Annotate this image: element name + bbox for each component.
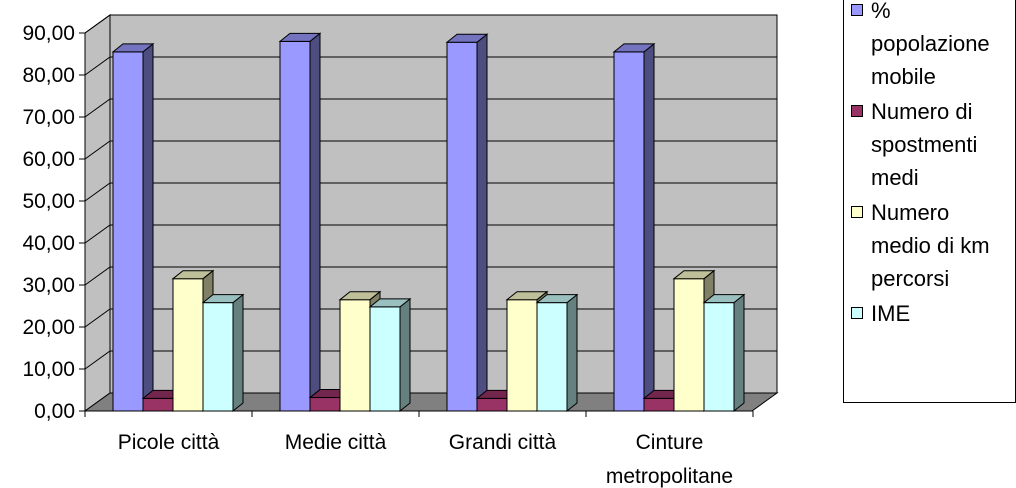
y-tick-label: 80,00 (22, 64, 75, 87)
x-category-label: Picole città (118, 431, 220, 454)
bar-top (535, 294, 579, 304)
legend-label-line: popolazione (871, 31, 990, 56)
y-tick-label: 30,00 (22, 274, 75, 297)
legend-swatch (851, 105, 863, 117)
gridline (84, 140, 777, 160)
legend-swatch (851, 307, 863, 319)
bar-front (673, 278, 705, 412)
y-tick-label: 40,00 (22, 232, 75, 255)
x-category-label: Medie città (285, 431, 387, 454)
bar-top (171, 270, 215, 280)
y-tick-label: 10,00 (22, 358, 75, 381)
y-tick-label: 70,00 (22, 106, 75, 129)
gridline (84, 56, 777, 76)
bar (368, 297, 412, 413)
x-category-labels: Picole città Medie città Grandi città Cintu… (118, 431, 733, 488)
gridline (84, 266, 777, 286)
bar-side (142, 42, 154, 413)
legend-item-spostamenti: Numero di spostmenti medi (844, 95, 1015, 194)
gridline (84, 182, 777, 202)
bar-top (368, 298, 412, 308)
bar (278, 32, 322, 413)
bar-front (446, 41, 478, 412)
bar-side (399, 297, 411, 413)
gridline (84, 14, 777, 34)
plot-side-wall (84, 14, 111, 412)
legend-item-ime: IME (844, 297, 1015, 330)
bar-front (279, 40, 311, 412)
gridline (84, 98, 777, 118)
bar (201, 293, 245, 413)
bar-front (643, 397, 675, 412)
bar-top (278, 32, 322, 42)
bars (111, 32, 746, 413)
legend-label-line: spostmenti (871, 132, 978, 157)
y-tick-label: 60,00 (22, 148, 75, 171)
y-tick-label: 90,00 (22, 22, 75, 45)
x-category-label: Grandi città (449, 431, 557, 454)
x-category-label: metropolitane (606, 465, 733, 488)
bar-top (505, 291, 549, 301)
bar-top (445, 33, 489, 43)
legend-item-popolazione: % popolazione mobile (844, 0, 1015, 93)
x-category-label: Cinture (636, 431, 704, 454)
legend-label-line: IME (871, 301, 911, 326)
bar-top (612, 43, 656, 53)
bar-side (733, 293, 745, 413)
bar-front (202, 302, 234, 412)
legend-label-line: medio di km (871, 233, 990, 258)
y-tick-label: 20,00 (22, 316, 75, 339)
bar (702, 293, 746, 413)
gridlines (84, 14, 777, 370)
bar-front (172, 278, 204, 412)
bar (535, 293, 579, 413)
legend-swatch (851, 206, 863, 218)
legend-label-line: mobile (871, 64, 936, 89)
bar-front (476, 397, 508, 412)
bar-front (536, 302, 568, 412)
bar-side (232, 293, 244, 413)
bar-front (369, 306, 401, 412)
gridline (84, 224, 777, 244)
legend-label-line: percorsi (871, 266, 950, 291)
bar-front (703, 302, 735, 412)
legend-item-km: Numero medio di km percorsi (844, 196, 1015, 295)
legend-label-line: medi (871, 165, 919, 190)
bar-top (702, 294, 746, 304)
bar-front (142, 397, 174, 412)
y-tick-label: 0,00 (34, 400, 75, 423)
legend-swatch (851, 4, 863, 16)
bar-front (506, 299, 538, 412)
bar (111, 42, 155, 413)
legend-label-line: Numero di (871, 99, 973, 124)
bar-front (112, 51, 144, 412)
bar-side (309, 32, 321, 413)
y-tick-label: 50,00 (22, 190, 75, 213)
bar-top (338, 291, 382, 301)
bar (445, 33, 489, 413)
legend: % popolazione mobile Numero di spostment… (843, 0, 1016, 403)
bar-top (201, 294, 245, 304)
bar-top (111, 43, 155, 53)
bar-side (476, 33, 488, 413)
bar-front (309, 397, 341, 412)
bar-front (339, 299, 371, 412)
bar-top (672, 270, 716, 280)
legend-label-line: % (871, 0, 891, 23)
legend-label-line: Numero (871, 200, 950, 225)
bar-side (643, 42, 655, 413)
y-tick-labels: 0,00 10,00 20,00 30,00 40,00 50,00 60,00 70,00 8… (22, 22, 75, 423)
bar (612, 42, 656, 413)
bar-side (566, 293, 578, 413)
bar-front (613, 51, 645, 412)
